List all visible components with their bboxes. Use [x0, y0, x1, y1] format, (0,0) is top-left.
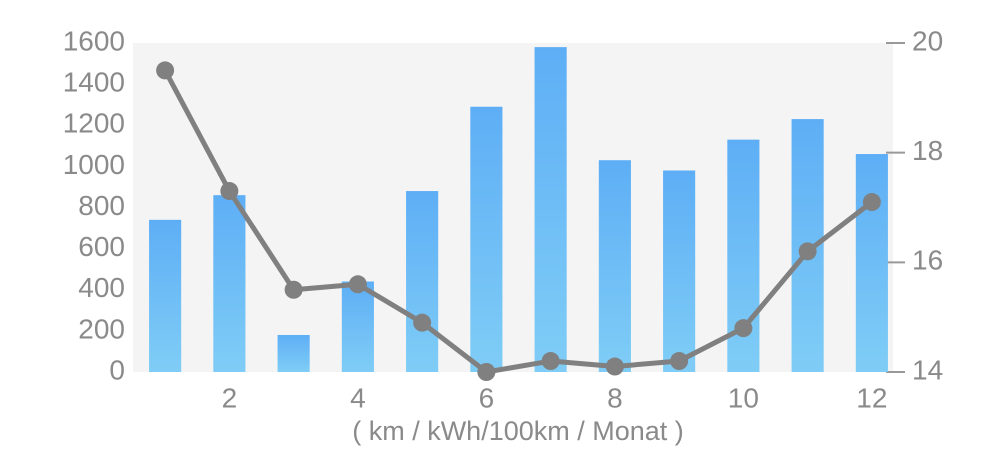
bar: [470, 106, 503, 373]
y-tick-label: 200: [78, 313, 125, 344]
line-point: [862, 193, 881, 212]
y-tick-label: 1000: [63, 149, 125, 180]
line-point: [670, 352, 689, 371]
y-tick-label: 800: [78, 190, 125, 221]
y-tick-label: 400: [78, 272, 125, 303]
line: [162, 69, 874, 375]
line-point: [413, 313, 432, 332]
bar: [663, 170, 696, 372]
x-tick-label: 4: [350, 382, 366, 413]
bar: [727, 139, 760, 372]
y-tick-label: 1600: [63, 25, 125, 56]
y2-tick-label: 18: [912, 135, 943, 166]
x-axis-label: ( km / kWh/100km / Monat ): [352, 416, 684, 446]
y2-tick-label: 16: [912, 245, 943, 276]
line-point: [220, 182, 239, 201]
y2-tick-label: 14: [912, 354, 943, 385]
x-tick-label: 10: [728, 382, 759, 413]
bar: [149, 219, 182, 372]
bar: [341, 281, 374, 372]
line-point: [798, 242, 817, 261]
line-point: [156, 61, 175, 80]
bar: [598, 160, 631, 372]
line-point: [477, 363, 496, 381]
bar: [277, 334, 310, 372]
line-point: [734, 319, 753, 338]
bar: [406, 191, 439, 372]
y2-tick-label: 20: [912, 25, 943, 56]
y-tick-label: 1200: [63, 108, 125, 139]
bar: [855, 154, 888, 372]
line-point: [348, 275, 367, 294]
line-point: [284, 280, 303, 299]
x-tick-label: 2: [222, 382, 238, 413]
x-tick-label: 6: [479, 382, 495, 413]
plot-background: [133, 43, 893, 372]
x-tick-label: 8: [607, 382, 623, 413]
x-tick-label: 12: [856, 382, 887, 413]
line-point: [605, 357, 624, 376]
line-point: [541, 352, 560, 371]
y-tick-label: 1400: [63, 67, 125, 98]
y-tick-label: 0: [109, 354, 125, 385]
bar: [213, 195, 246, 372]
bar: [534, 47, 567, 373]
y-tick-label: 600: [78, 231, 125, 262]
